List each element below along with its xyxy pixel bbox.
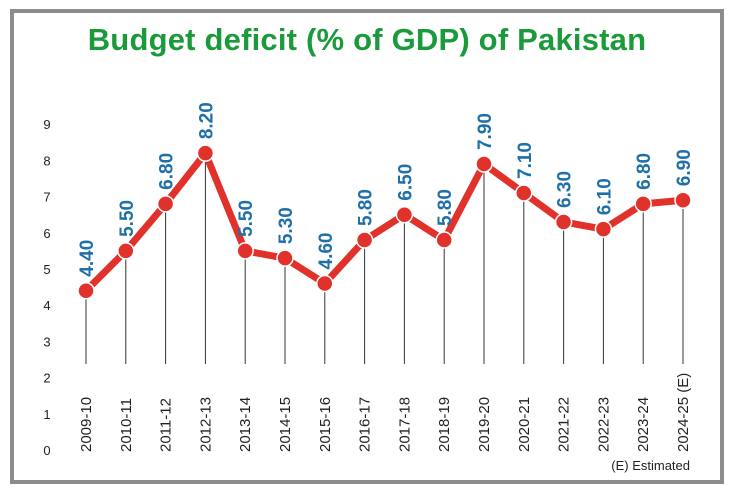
data-point	[117, 242, 135, 260]
y-tick-label: 7	[43, 190, 50, 205]
y-tick-label: 2	[43, 371, 50, 386]
data-label: 6.80	[157, 153, 178, 190]
data-label: 6.50	[395, 164, 416, 201]
chart-title: Budget deficit (% of GDP) of Pakistan	[87, 22, 647, 57]
data-label: 6.10	[594, 178, 615, 215]
data-point	[515, 184, 533, 202]
x-tick-label: 2024-25 (E)	[675, 373, 692, 452]
y-tick-label: 9	[43, 117, 50, 132]
data-label: 5.50	[117, 200, 138, 237]
footnote: (E) Estimated	[611, 458, 690, 473]
data-point	[276, 249, 294, 267]
data-point	[316, 274, 334, 293]
data-point	[395, 205, 414, 224]
x-tick-label: 2013-14	[237, 397, 254, 452]
data-label: 8.20	[196, 102, 217, 139]
data-label: 4.60	[316, 232, 337, 269]
x-tick-label: 2009-10	[78, 397, 95, 452]
y-tick-label: 8	[43, 153, 50, 168]
x-tick-label: 2019-20	[476, 397, 493, 452]
x-tick-label: 2023-24	[635, 397, 652, 452]
x-tick-label: 2011-12	[158, 398, 175, 452]
x-tick-label: 2014-15	[277, 397, 294, 452]
data-point	[674, 191, 692, 209]
series-line	[82, 149, 687, 295]
data-point	[554, 213, 573, 231]
data-label: 6.80	[634, 153, 655, 190]
data-point	[475, 155, 493, 173]
x-tick-label: 2022-23	[595, 397, 612, 452]
data-label: 4.40	[77, 240, 98, 277]
y-tick-label: 0	[43, 443, 50, 458]
data-label: 5.80	[435, 189, 456, 226]
data-point	[77, 281, 95, 300]
x-tick-label: 2020-21	[516, 397, 533, 452]
data-label: 6.30	[555, 171, 576, 208]
x-tick-label: 2016-17	[357, 397, 374, 452]
data-label: 5.80	[356, 189, 377, 226]
data-label: 7.90	[475, 113, 496, 150]
x-tick-label: 2021-22	[556, 397, 573, 452]
data-point	[196, 144, 215, 162]
y-tick-label: 5	[43, 262, 50, 277]
y-tick-label: 4	[43, 298, 50, 313]
x-tick-label: 2018-19	[436, 397, 453, 452]
data-point	[355, 231, 374, 249]
y-tick-label: 3	[43, 334, 50, 349]
x-tick-label: 2012-13	[197, 397, 214, 452]
x-tick-label: 2010-11	[118, 398, 135, 452]
y-tick-label: 1	[43, 407, 50, 422]
data-label: 6.90	[674, 149, 695, 186]
data-label: 5.30	[276, 207, 297, 244]
data-point	[435, 231, 453, 249]
data-point	[634, 195, 652, 213]
data-point	[156, 195, 175, 213]
data-label: 5.50	[236, 200, 257, 237]
data-point	[594, 220, 613, 238]
data-point	[236, 242, 254, 260]
x-tick-label: 2017-18	[396, 397, 413, 452]
y-tick-label: 6	[43, 226, 50, 241]
data-label: 7.10	[515, 142, 536, 179]
x-tick-label: 2015-16	[317, 397, 334, 452]
